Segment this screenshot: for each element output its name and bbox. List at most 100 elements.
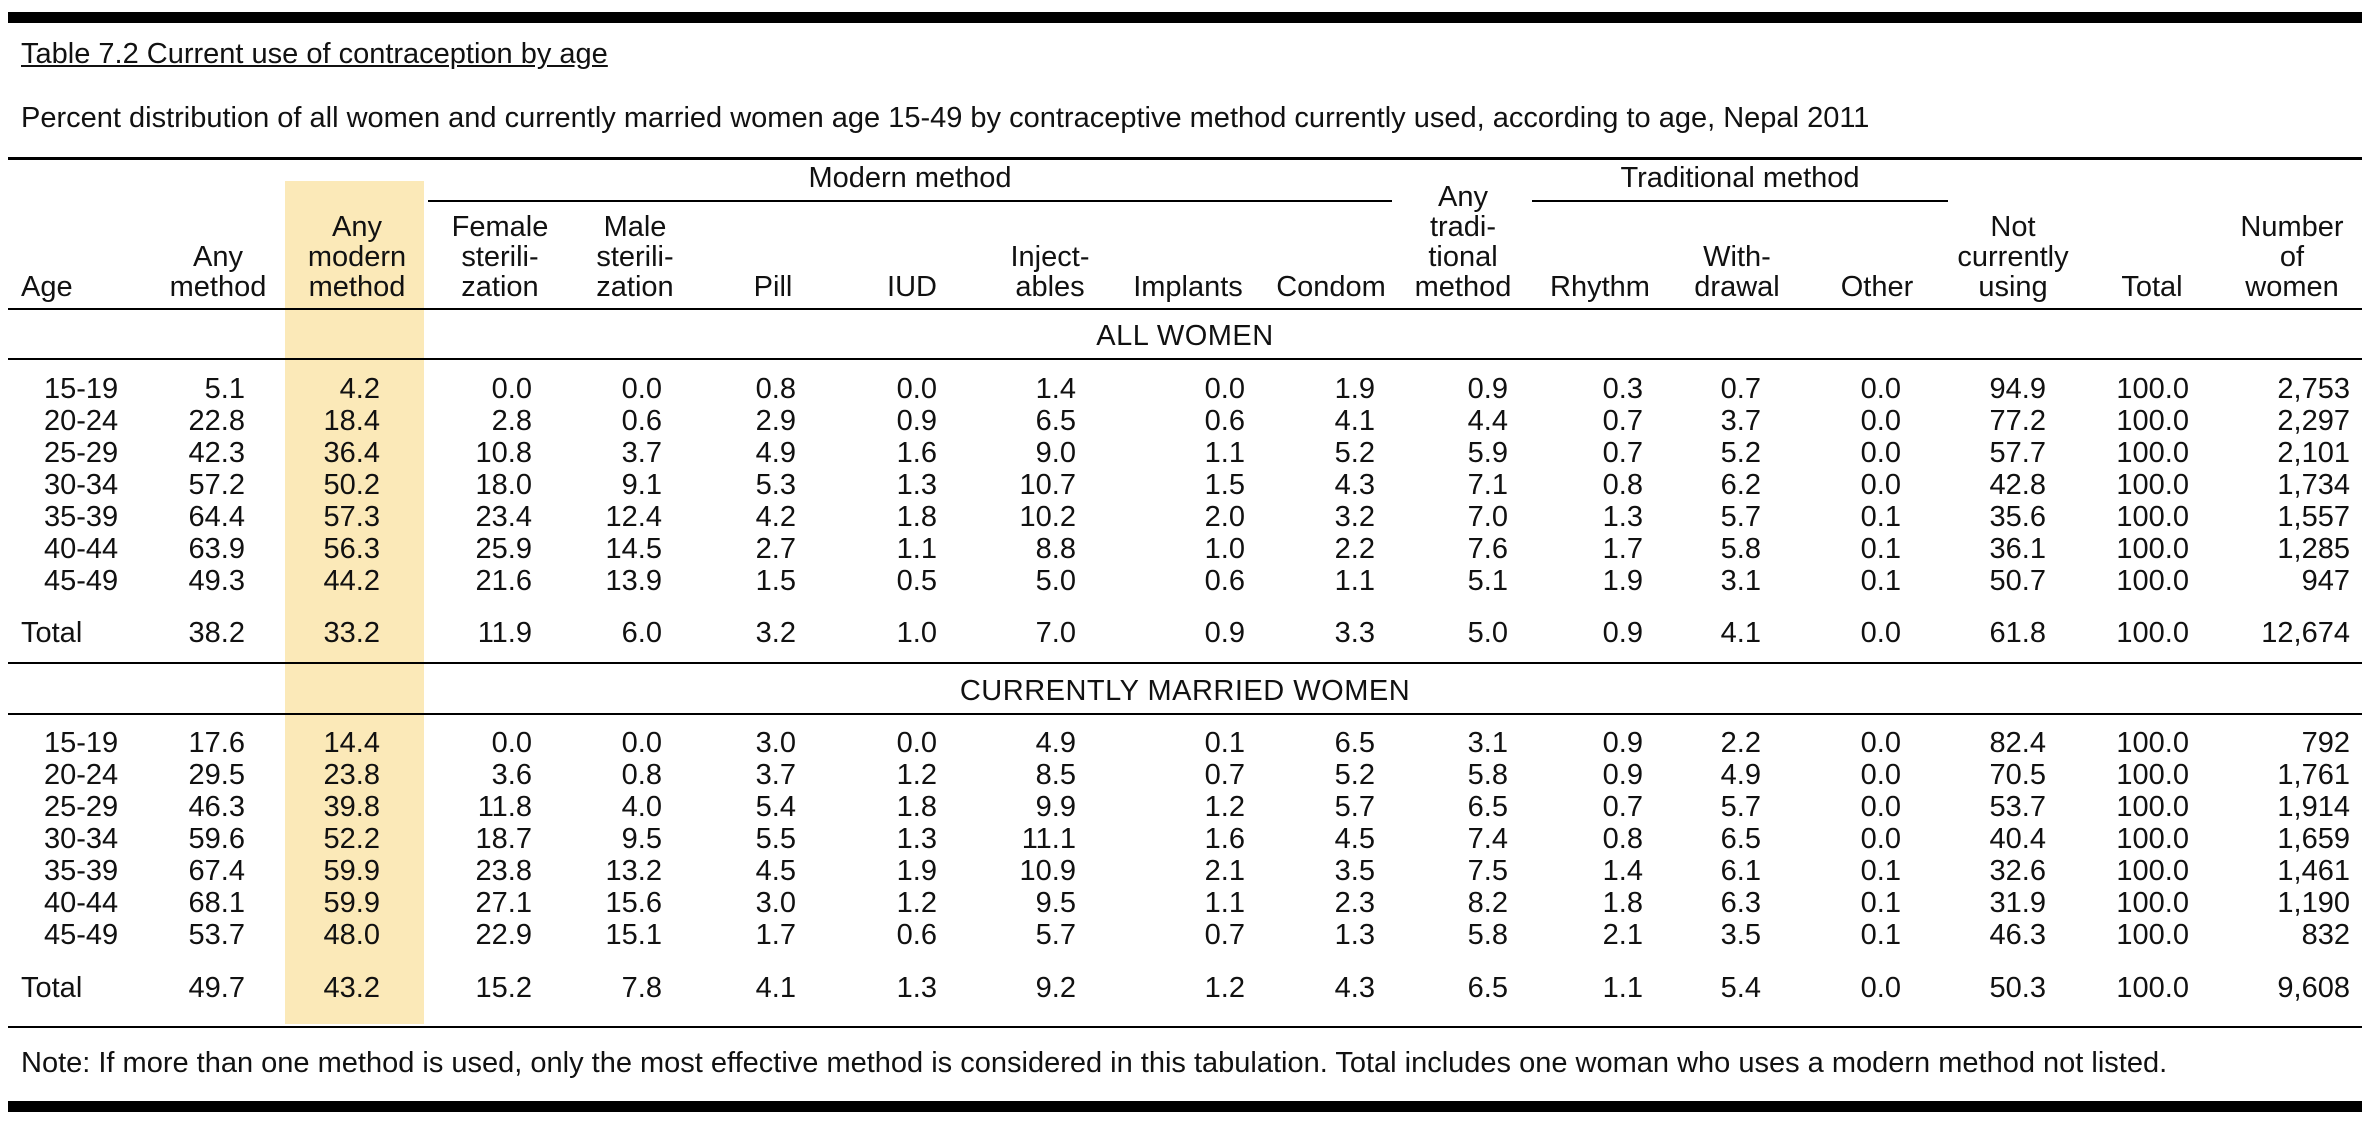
cell-not-currently-using: 82.4 xyxy=(1989,727,2046,759)
cell-not-currently-using: 77.2 xyxy=(1989,405,2046,437)
cell-total: 100.0 xyxy=(2116,617,2189,649)
cell-implants: 1.1 xyxy=(1204,887,1245,919)
cell-iud: 1.3 xyxy=(896,823,937,855)
col-header-line: Implants xyxy=(1133,271,1243,303)
cell-any-modern-method: 48.0 xyxy=(323,919,380,951)
cell-any-traditional-method: 5.8 xyxy=(1467,759,1508,791)
cell-any-method: 49.3 xyxy=(188,565,245,597)
cell-any-method: 67.4 xyxy=(188,855,245,887)
cell-not-currently-using: 35.6 xyxy=(1989,501,2046,533)
cell-female-sterilization: 27.1 xyxy=(475,887,532,919)
header-bottom-rule xyxy=(8,308,2362,310)
cell-any-method: 17.6 xyxy=(188,727,245,759)
cell-male-sterilization: 0.8 xyxy=(621,759,662,791)
cell-pill: 3.2 xyxy=(755,617,796,649)
top-rule xyxy=(8,12,2362,23)
cell-female-sterilization: 22.9 xyxy=(475,919,532,951)
cell-implants: 1.6 xyxy=(1204,823,1245,855)
col-header-pill: Pill xyxy=(683,272,863,302)
cell-male-sterilization: 12.4 xyxy=(605,501,662,533)
cell-age: Total xyxy=(21,617,83,649)
cell-implants: 2.0 xyxy=(1204,501,1245,533)
table-row: 45-49 49.3 44.2 21.6 13.9 1.5 0.5 5.0 0.6 1.1 5.1 1… xyxy=(0,565,2370,598)
cell-any-method: 38.2 xyxy=(188,617,245,649)
col-header-line: Not xyxy=(1990,211,2036,243)
cell-number-of-women: 9,608 xyxy=(2277,972,2350,1004)
cell-any-traditional-method: 7.1 xyxy=(1467,469,1508,501)
col-header-implants: Implants xyxy=(1098,272,1278,302)
cell-any-modern-method: 23.8 xyxy=(323,759,380,791)
cell-total: 100.0 xyxy=(2116,437,2189,469)
cell-age: 25-29 xyxy=(44,437,119,469)
cell-iud: 1.0 xyxy=(896,617,937,649)
cell-pill: 3.7 xyxy=(755,759,796,791)
col-header-line: Total xyxy=(2121,271,2183,303)
cell-condom: 3.2 xyxy=(1334,501,1375,533)
cell-pill: 2.9 xyxy=(755,405,796,437)
col-header-line: women xyxy=(2245,271,2339,303)
col-header-line: Number xyxy=(2240,211,2344,243)
cell-male-sterilization: 15.1 xyxy=(605,919,662,951)
col-header-injectables: Inject-ables xyxy=(960,242,1140,302)
col-header-line: using xyxy=(1978,271,2048,303)
cell-injectables: 8.5 xyxy=(1035,759,1076,791)
col-header-age: Age xyxy=(21,272,73,302)
cell-condom: 1.9 xyxy=(1334,373,1375,405)
cell-male-sterilization: 0.0 xyxy=(621,373,662,405)
cell-any-modern-method: 59.9 xyxy=(323,887,380,919)
cell-injectables: 6.5 xyxy=(1035,405,1076,437)
cell-injectables: 10.2 xyxy=(1019,501,1076,533)
cell-female-sterilization: 23.8 xyxy=(475,855,532,887)
cell-implants: 2.1 xyxy=(1204,855,1245,887)
table-note: Note: If more than one method is used, o… xyxy=(21,1047,2168,1079)
cell-any-method: 29.5 xyxy=(188,759,245,791)
cell-age: 15-19 xyxy=(44,727,119,759)
table-row: 15-19 5.1 4.2 0.0 0.0 0.8 0.0 1.4 0.0 1.9 0.9 0.3 0.… xyxy=(0,373,2370,406)
cell-any-method: 49.7 xyxy=(188,972,245,1004)
cell-withdrawal: 4.9 xyxy=(1720,759,1761,791)
cell-number-of-women: 2,753 xyxy=(2277,373,2350,405)
cell-any-traditional-method: 7.4 xyxy=(1467,823,1508,855)
cell-condom: 5.2 xyxy=(1334,759,1375,791)
cell-condom: 2.2 xyxy=(1334,533,1375,565)
cell-implants: 0.7 xyxy=(1204,759,1245,791)
cell-age: Total xyxy=(21,972,83,1004)
cell-any-method: 68.1 xyxy=(188,887,245,919)
cell-any-modern-method: 36.4 xyxy=(323,437,380,469)
cell-any-traditional-method: 5.1 xyxy=(1467,565,1508,597)
cell-any-modern-method: 52.2 xyxy=(323,823,380,855)
cell-pill: 5.4 xyxy=(755,791,796,823)
cell-not-currently-using: 46.3 xyxy=(1989,919,2046,951)
cell-not-currently-using: 94.9 xyxy=(1989,373,2046,405)
bottom-rule xyxy=(8,1101,2362,1112)
col-header-line: Pill xyxy=(753,271,793,303)
cell-iud: 1.8 xyxy=(896,791,937,823)
cell-rhythm: 0.7 xyxy=(1602,405,1643,437)
cell-number-of-women: 2,101 xyxy=(2277,437,2350,469)
cell-number-of-women: 1,190 xyxy=(2277,887,2350,919)
cell-other: 0.1 xyxy=(1860,855,1901,887)
cell-female-sterilization: 0.0 xyxy=(491,373,532,405)
cell-male-sterilization: 9.5 xyxy=(621,823,662,855)
cell-female-sterilization: 18.0 xyxy=(475,469,532,501)
cell-any-method: 22.8 xyxy=(188,405,245,437)
cell-total: 100.0 xyxy=(2116,919,2189,951)
cell-total: 100.0 xyxy=(2116,405,2189,437)
cell-withdrawal: 6.2 xyxy=(1720,469,1761,501)
cell-withdrawal: 0.7 xyxy=(1720,373,1761,405)
cell-other: 0.1 xyxy=(1860,565,1901,597)
col-header-line: Other xyxy=(1840,271,1914,303)
cell-rhythm: 0.7 xyxy=(1602,437,1643,469)
cell-age: 40-44 xyxy=(44,887,119,919)
cell-implants: 1.5 xyxy=(1204,469,1245,501)
cell-male-sterilization: 0.6 xyxy=(621,405,662,437)
col-header-line: sterili- xyxy=(596,241,674,273)
cell-condom: 4.1 xyxy=(1334,405,1375,437)
col-header-line: Inject- xyxy=(1010,241,1090,273)
col-header-total: Total xyxy=(2062,272,2242,302)
col-header-line: tradi- xyxy=(1429,211,1497,243)
cell-pill: 5.3 xyxy=(755,469,796,501)
cell-rhythm: 0.9 xyxy=(1602,727,1643,759)
cell-other: 0.0 xyxy=(1860,727,1901,759)
col-header-any-traditional-method: Any tradi-tional method xyxy=(1373,182,1553,302)
